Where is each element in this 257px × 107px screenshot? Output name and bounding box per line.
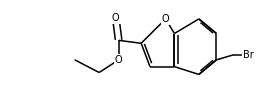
Text: O: O	[162, 14, 169, 24]
Text: Br: Br	[243, 50, 254, 60]
Text: O: O	[112, 13, 120, 23]
Text: O: O	[115, 55, 123, 65]
